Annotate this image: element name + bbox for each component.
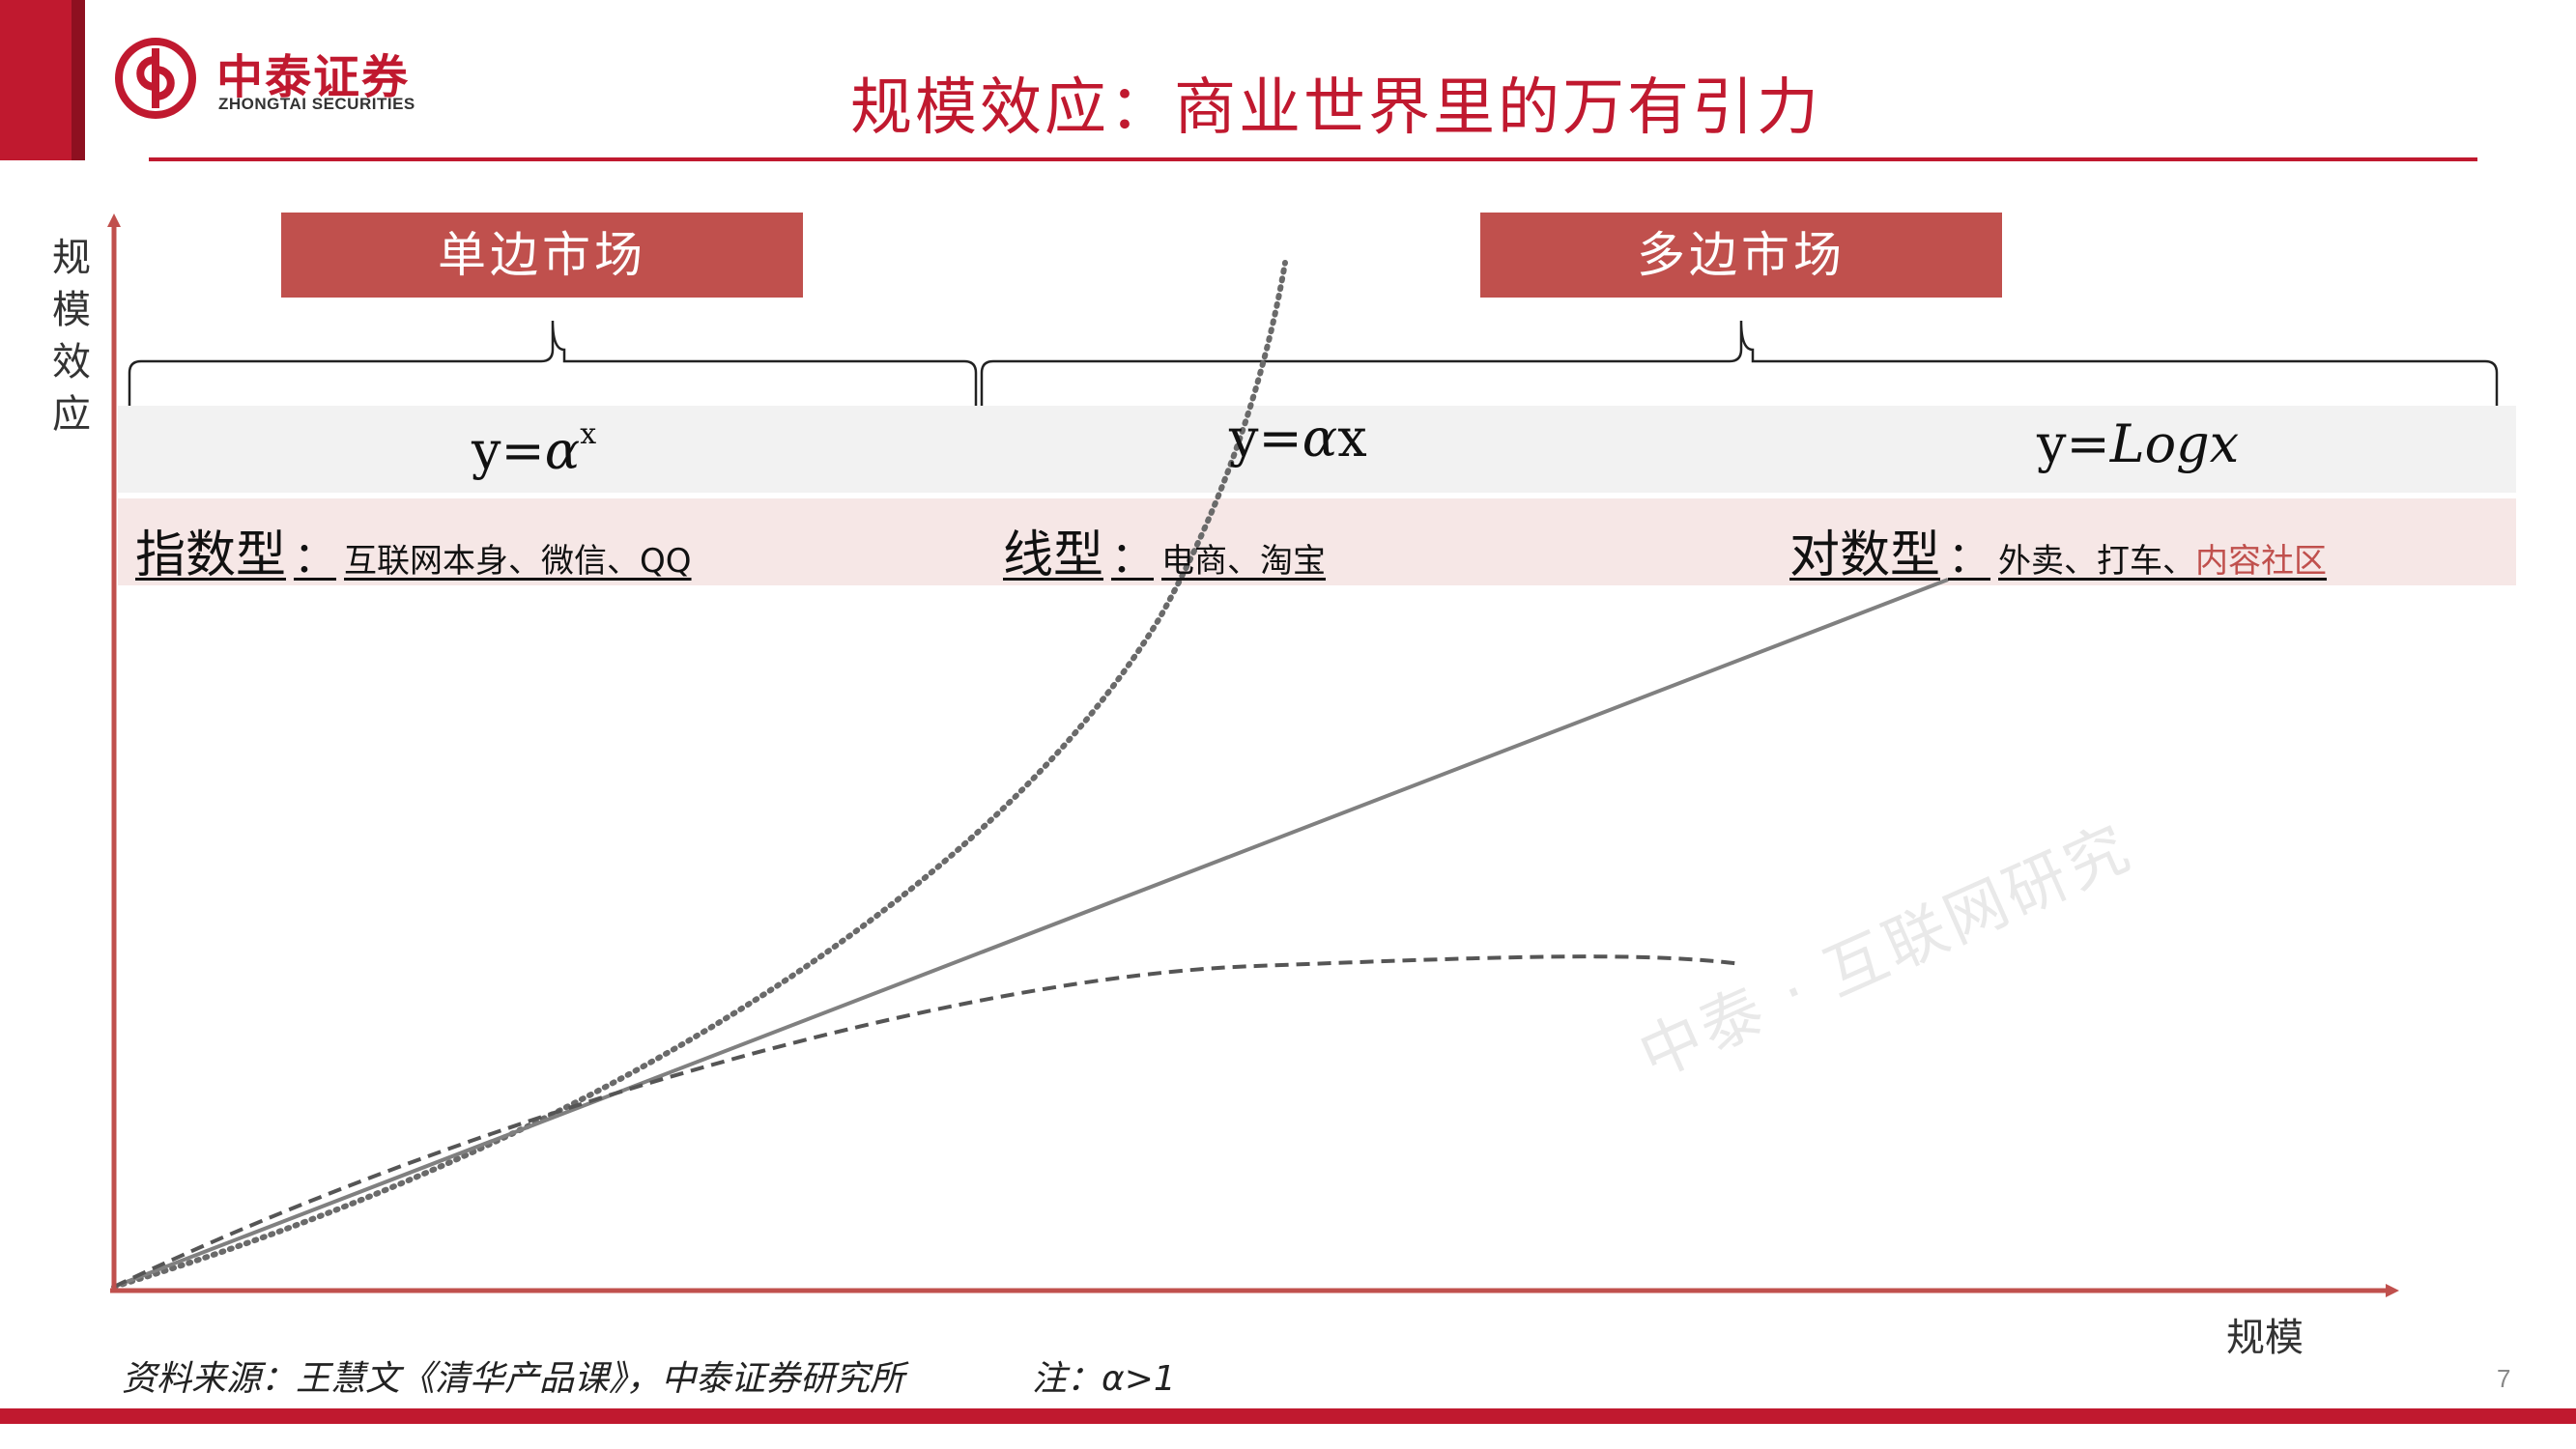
bottom-accent-bar	[0, 1408, 2576, 1424]
linear-line	[113, 578, 1949, 1289]
log-type: 对数型：外卖、打车、内容社区	[1789, 514, 2327, 586]
formula-log-func: Logx	[2109, 413, 2240, 474]
source-note: 资料来源：王慧文《清华产品课》，中泰证券研究所	[122, 1359, 905, 1399]
formula-exp-base: α	[544, 420, 581, 481]
logo-wordmark-cn: 中泰证券	[216, 50, 411, 104]
type-band	[118, 498, 2516, 585]
exponential-type: 指数型：互联网本身、微信、QQ	[135, 514, 692, 586]
formula-lin-var: x	[1337, 408, 1367, 469]
single-market-brace	[128, 320, 978, 406]
type-log-sep: ：	[1948, 533, 1991, 582]
logo-wordmark-en: ZHONGTAI SECURITIES	[218, 95, 415, 113]
formula-exp-eq: =	[501, 420, 545, 481]
linear-type: 线型：电商、淘宝	[1003, 514, 1326, 586]
type-exp-sep: ：	[294, 533, 337, 582]
formula-log-lhs: y	[2037, 413, 2067, 474]
formula-lin-coef: α	[1302, 408, 1338, 469]
type-log-name: 对数型	[1789, 526, 1941, 584]
type-lin-examples: 电商、淘宝	[1161, 542, 1327, 581]
formula-lin-lhs: y	[1229, 408, 1259, 469]
type-log-examples: 外卖、打车、	[1998, 542, 2196, 581]
type-lin-sep: ：	[1111, 533, 1155, 582]
y-axis-label: 规模效应	[52, 236, 91, 437]
type-exp-examples: 互联网本身、微信、QQ	[344, 542, 692, 581]
multi-sided-market-box: 多边市场	[1480, 213, 2002, 298]
type-log-highlight: 内容社区	[2195, 542, 2328, 581]
formula-exp-exponent: x	[580, 417, 597, 451]
alpha-footnote: 注：α>1	[1032, 1359, 1176, 1399]
formula-lin-eq: =	[1258, 408, 1302, 469]
multi-market-brace	[980, 320, 2499, 406]
formula-band	[118, 406, 2516, 493]
formula-log-eq: =	[2066, 413, 2110, 474]
exponential-curve	[111, 260, 1288, 1290]
corner-accent-bar	[0, 0, 85, 160]
page-title: 规模效应：商业世界里的万有引力	[850, 72, 1821, 144]
page-number: 7	[2497, 1364, 2511, 1393]
formula-exp-lhs: y	[472, 420, 501, 481]
type-exp-name: 指数型	[135, 526, 287, 584]
exponential-formula: y=αx	[472, 417, 596, 481]
title-divider	[149, 157, 2477, 161]
log-curve	[113, 954, 1742, 1289]
x-axis-label: 规模	[2226, 1316, 2304, 1360]
single-sided-market-box: 单边市场	[281, 213, 803, 298]
corner-accent-stripe	[72, 0, 85, 160]
linear-formula: y=αx	[1229, 408, 1367, 469]
type-lin-name: 线型	[1003, 526, 1104, 584]
log-formula: y=Logx	[2037, 413, 2239, 474]
zhongtai-logo-icon	[115, 38, 196, 119]
